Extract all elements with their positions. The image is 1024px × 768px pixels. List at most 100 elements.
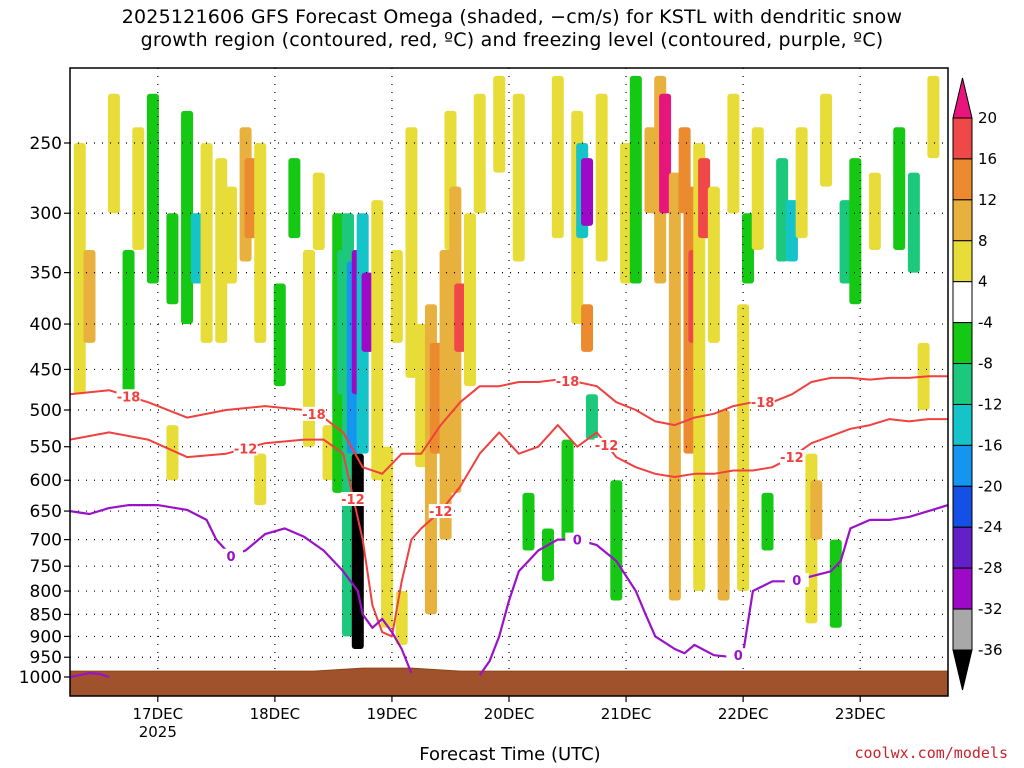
grid-layer [70,68,948,696]
colorbar-label-9: -20 [978,477,1003,495]
omega-cell-69 [717,410,730,601]
chart-title-line-1: 2025121606 GFS Forecast Omega (shaded, −… [121,6,903,28]
colorbar-label-2: 12 [978,191,997,209]
omega-cell-43 [473,93,486,214]
omega-cell-18 [288,158,301,239]
colorbar-segment-9 [952,444,973,487]
y-tick-label-850: 850 [30,605,62,625]
omega-cell-0 [73,143,86,395]
y-tick-label-650: 650 [30,502,62,522]
omega-cell-84 [868,172,881,250]
dgz-isotherm-minus12 [70,418,948,638]
y-tick-label-750: 750 [30,557,62,577]
dgz-isotherm-minus12-label-bg-3 [594,437,619,452]
dgz-isotherm-minus12-label-3: -12 [595,439,619,454]
omega-cell-15 [254,143,267,343]
colorbar-label-4: 4 [978,273,988,291]
y-tick-label-900: 900 [30,627,62,647]
chart-title: 2025121606 GFS Forecast Omega (shaded, −… [0,6,1024,52]
omega-cell-46 [522,492,535,551]
colorbar-label-11: -28 [978,559,1003,577]
colorbar-label-13: -36 [978,641,1003,659]
x-axis-title: Forecast Time (UTC) [419,744,601,765]
omega-cell-29 [361,272,374,352]
freezing-level-contour-1-label-2: 0 [792,574,801,589]
y-tick-label-800: 800 [30,582,62,602]
omega-cell-59 [644,127,657,214]
omega-cell-67 [698,158,711,239]
y-tick-label-300: 300 [30,204,62,224]
omega-shading-layer [73,75,940,650]
omega-cell-33 [395,591,408,645]
omega-cell-77 [795,127,808,239]
dgz-isotherm-minus18-label-0: -18 [117,390,141,405]
x-tick-label-18DEC: 18DEC [250,705,301,723]
omega-cell-72 [742,213,755,284]
x-tick-label-20DEC: 20DEC [484,705,535,723]
omega-cell-52 [581,158,594,226]
colorbar: 20 16 12 8 4 -4 -8 -12 -16 -20 -24 -28 -32 -36 [952,77,1003,691]
x-tick-label-22DEC: 22DEC [718,705,769,723]
omega-cell-19 [303,249,316,447]
colorbar-label-1: 16 [978,150,997,168]
omega-cell-57 [620,143,633,284]
omega-cell-80 [820,93,833,187]
y-tick-label-550: 550 [30,438,62,458]
omega-cell-41 [454,283,467,352]
y-tick-label-950: 950 [30,648,62,668]
omega-cell-49 [561,439,574,540]
dgz-isotherm-minus18-label-bg-0 [116,389,141,404]
dgz-isotherm-minus12-label-bg-4 [779,450,804,465]
colorbar-segment-13 [952,608,973,651]
dgz-isotherm-minus18-label-3: -18 [751,396,775,411]
freezing-level-contour-1 [478,504,948,676]
omega-cell-32 [390,249,403,343]
chart-title-line-2: growth region (contoured, red, ºC) and f… [140,29,884,51]
colorbar-label-10: -24 [978,518,1003,536]
dgz-isotherm-minus12-label-0: -12 [234,442,258,457]
omega-cell-83 [849,158,862,305]
omega-cell-70 [727,93,740,214]
omega-cell-3 [122,249,135,395]
colorbar-segment-3 [952,199,973,242]
colorbar-segment-6 [952,322,973,365]
omega-cell-45 [512,93,525,262]
colorbar-label-8: -16 [978,436,1003,454]
omega-cell-79 [810,480,823,540]
dgz-isotherm-minus18-label-bg-3 [750,395,775,410]
omega-cell-2 [107,93,120,214]
freezing-level-contour-1-label-bg-2 [784,573,809,588]
omega-cell-81 [829,539,842,628]
omega-cell-85 [893,127,906,250]
freezing-level-contour-1-label-0: 0 [573,534,582,549]
omega-cell-16 [254,453,267,506]
dgz-isotherm-minus18-label-2: -18 [556,375,580,390]
freezing-level-contour-2 [70,672,110,679]
omega-cell-47 [542,528,555,582]
omega-cell-34 [405,127,418,378]
omega-cell-73 [751,127,764,250]
omega-cell-12 [224,186,237,284]
colorbar-label-7: -12 [978,395,1003,413]
omega-cell-37 [429,342,442,454]
dgz-isotherm-minus12-label-bg-2 [428,504,453,519]
omega-cell-82 [839,200,852,284]
colorbar-top-arrow [952,77,973,119]
y-tick-label-400: 400 [30,315,62,335]
omega-cell-68 [707,186,720,343]
y-axis: 2503003504004505005506006507007508008509… [19,134,70,688]
freezing-level-contour-0 [70,504,413,674]
omega-cell-71 [737,304,750,592]
freezing-level-contour-0-label-bg-0 [218,548,243,563]
omega-cell-7 [166,425,179,481]
omega-cell-61 [659,93,672,214]
colorbar-label-5: -4 [978,314,993,332]
colorbar-segment-7 [952,363,973,405]
omega-cell-27 [351,453,364,650]
omega-cell-31 [381,446,394,628]
omega-cell-38 [439,249,452,540]
x-tick-label-19DEC: 19DEC [367,705,418,723]
omega-cell-76 [785,200,798,262]
x-tick-sublabel-17DEC: 2025 [139,723,177,741]
